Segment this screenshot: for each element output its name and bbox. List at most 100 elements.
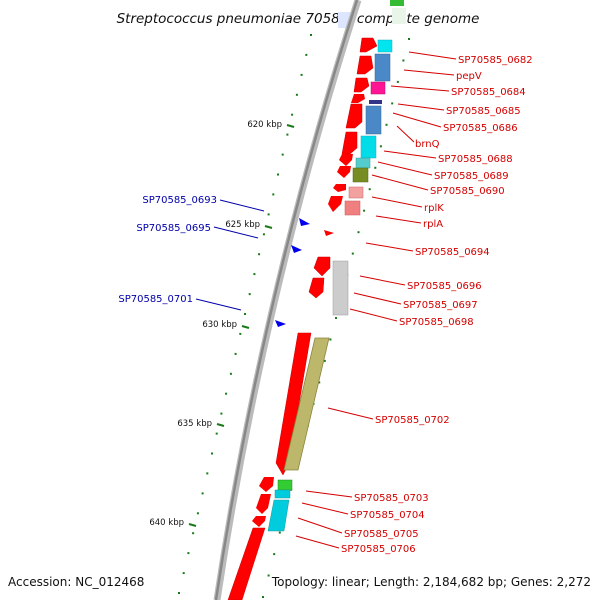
gene-label-0688[interactable]: SP70585_0688 — [438, 154, 513, 165]
callout-rplk — [371, 196, 423, 208]
gene-arrow-0705[interactable] — [252, 516, 266, 527]
gene-label-0704[interactable]: SP70585_0704 — [350, 510, 425, 521]
scale-dot — [281, 153, 284, 156]
gene-arrow-0688[interactable] — [339, 154, 353, 166]
scale-dot — [178, 592, 180, 594]
scale-dot — [248, 293, 251, 296]
gene-label-0682[interactable]: SP70585_0682 — [458, 55, 533, 66]
callout-0705 — [297, 517, 343, 534]
gene-arrow-0695[interactable] — [291, 245, 302, 253]
lane-dot — [391, 102, 394, 105]
callout-0685 — [397, 103, 445, 111]
callout-0701 — [195, 298, 242, 311]
gene-arrow-0694[interactable] — [324, 230, 334, 236]
gene-arrow-rplk[interactable] — [328, 196, 343, 212]
forward-gene-labels: SP70585_0682 pepV SP70585_0684 SP70585_0… — [341, 55, 533, 555]
callout-0689 — [377, 161, 433, 176]
feature-box-pepv[interactable] — [374, 53, 391, 82]
feature-box-rplk[interactable] — [348, 186, 364, 199]
scale-dot — [206, 472, 209, 475]
genome-backbone — [213, 0, 362, 600]
scale-dot — [295, 93, 298, 96]
lane-dot — [273, 553, 276, 556]
tick-label-625: 625 kbp — [225, 220, 260, 230]
callout-0706 — [295, 535, 340, 549]
callout-0697 — [353, 292, 402, 305]
backbone-line — [214, 0, 359, 600]
feature-box-0686[interactable] — [365, 105, 382, 135]
gene-label-rplk[interactable]: rplK — [424, 203, 444, 214]
gene-label-0685[interactable]: SP70585_0685 — [446, 106, 521, 117]
gene-arrow-brnq[interactable] — [341, 131, 358, 155]
feature-box-0704b[interactable] — [267, 499, 290, 532]
gene-label-rpla[interactable]: rplA — [423, 219, 443, 230]
accession-text: Accession: NC_012468 — [8, 575, 144, 589]
lane-dot — [396, 80, 399, 83]
gene-arrow-0686[interactable] — [345, 103, 363, 129]
gene-arrow-0685[interactable] — [351, 94, 365, 103]
gene-arrow-0704[interactable] — [256, 494, 271, 514]
feature-box-0703[interactable] — [277, 479, 293, 491]
gene-label-0697[interactable]: SP70585_0697 — [403, 300, 478, 311]
scale-dot — [277, 173, 279, 176]
callout-0704 — [301, 502, 349, 515]
gene-label-0705[interactable]: SP70585_0705 — [344, 529, 419, 540]
gene-label-0703[interactable]: SP70585_0703 — [354, 493, 429, 504]
callout-0698 — [349, 308, 398, 322]
scale-dot — [187, 552, 190, 555]
scale-dot — [253, 273, 256, 276]
gene-label-0696[interactable]: SP70585_0696 — [407, 281, 482, 292]
gene-label-pepv[interactable]: pepV — [456, 71, 482, 82]
gene-arrow-0689[interactable] — [337, 166, 351, 178]
gene-arrow-0696[interactable] — [313, 256, 331, 277]
gene-arrow-0703[interactable] — [259, 477, 274, 492]
tick-625 — [264, 225, 273, 229]
gene-label-0695[interactable]: SP70585_0695 — [136, 223, 211, 234]
callout-0682 — [408, 51, 457, 60]
lane-dot — [323, 359, 326, 362]
feature-box-rpla[interactable] — [344, 200, 361, 216]
feature-box-0696[interactable] — [332, 260, 349, 316]
lane-dot — [357, 231, 360, 234]
lane-dot — [402, 59, 405, 62]
gene-arrow-0690[interactable] — [333, 184, 346, 192]
tick-640 — [188, 523, 197, 527]
feature-box-0704a[interactable] — [274, 489, 291, 499]
gene-arrow-pepv[interactable] — [356, 55, 374, 75]
feature-box-0702[interactable] — [283, 337, 330, 471]
gene-label-0684[interactable]: SP70585_0684 — [451, 87, 526, 98]
gene-label-0686[interactable]: SP70585_0686 — [443, 123, 518, 134]
gene-label-brnq[interactable]: brnQ — [415, 139, 440, 150]
callout-brnq — [396, 125, 415, 143]
gene-arrow-0697[interactable] — [308, 277, 325, 299]
gene-label-0702[interactable]: SP70585_0702 — [375, 415, 450, 426]
scale-dot — [286, 133, 289, 136]
gene-arrow-0684[interactable] — [353, 77, 370, 93]
scale-dot-guide — [178, 34, 312, 594]
scale-dot — [225, 392, 228, 395]
scale-dot — [272, 193, 275, 196]
gene-arrow-0701[interactable] — [275, 320, 286, 327]
feature-box-0685[interactable] — [369, 100, 382, 104]
feature-box-0684[interactable] — [370, 81, 386, 95]
gene-label-0706[interactable]: SP70585_0706 — [341, 544, 416, 555]
gene-arrow-0706[interactable] — [227, 527, 266, 600]
scale-dot — [196, 512, 199, 515]
gene-arrow-0682[interactable] — [359, 37, 378, 53]
gene-label-0694[interactable]: SP70585_0694 — [415, 247, 490, 258]
gene-label-0690[interactable]: SP70585_0690 — [430, 186, 505, 197]
gene-label-0689[interactable]: SP70585_0689 — [434, 171, 509, 182]
gene-label-0693[interactable]: SP70585_0693 — [142, 195, 217, 206]
gene-arrow-0693[interactable] — [299, 218, 310, 226]
gene-label-0698[interactable]: SP70585_0698 — [399, 317, 474, 328]
callout-0702 — [327, 407, 374, 420]
feature-box-0689a[interactable] — [355, 157, 371, 169]
feature-box-0682[interactable] — [377, 39, 393, 53]
gene-label-0701[interactable]: SP70585_0701 — [118, 294, 193, 305]
lane-dot — [318, 381, 321, 384]
lane-dot — [329, 338, 332, 341]
feature-box-0689b[interactable] — [352, 167, 369, 183]
lane-dot — [335, 317, 337, 319]
lane-dot — [267, 574, 270, 577]
feature-box-0688[interactable] — [360, 135, 377, 159]
